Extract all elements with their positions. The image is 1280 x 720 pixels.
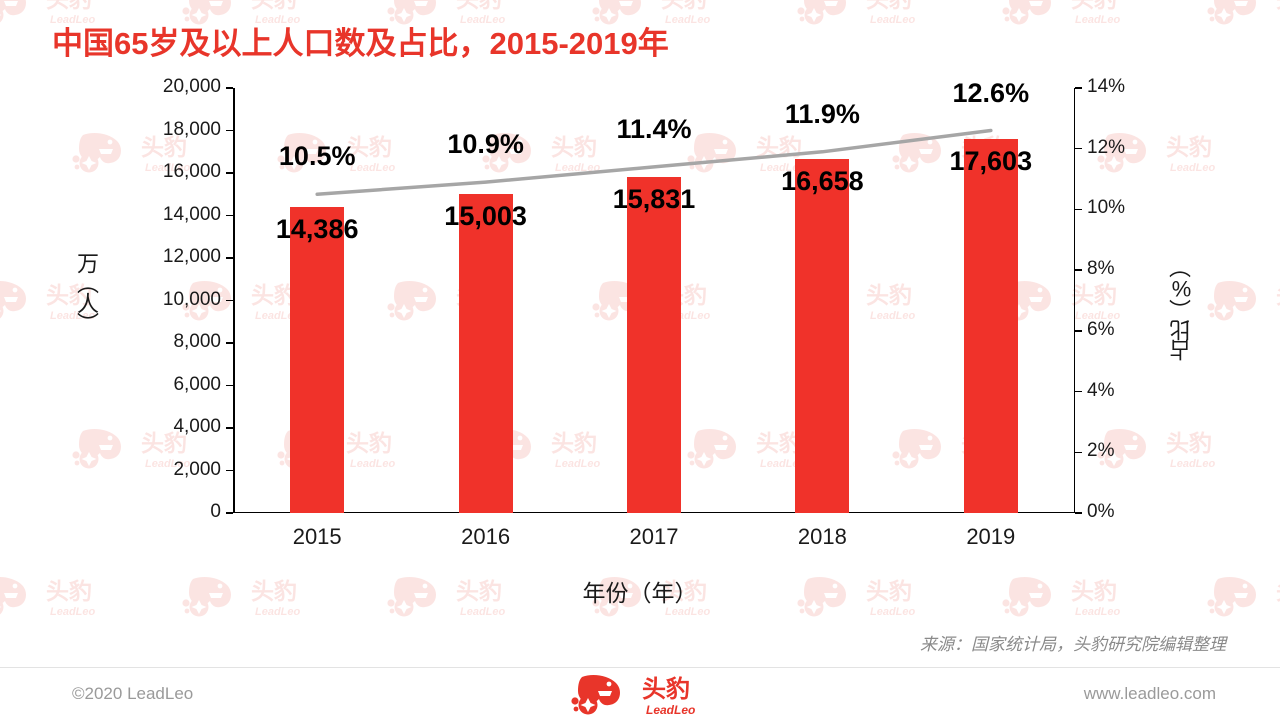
svg-text:头豹: 头豹 <box>1071 282 1117 308</box>
page-footer: ©2020 LeadLeo 头豹 LeadLeo www.leadleo.com <box>0 667 1280 720</box>
logo-cn-text: 头豹 <box>642 675 690 703</box>
y-axis-left-tick <box>226 214 233 217</box>
y-axis-left-tick <box>226 342 233 344</box>
svg-text:头豹: 头豹 <box>661 0 707 12</box>
x-axis-tick-label-2018: 2018 <box>797 524 847 549</box>
chart-title: 中国65岁及以上人口数及占比，2015-2019年 <box>52 26 669 61</box>
y-axis-right-tick <box>1075 330 1082 332</box>
y-axis-right-line <box>1073 88 1075 513</box>
svg-text:头豹: 头豹 <box>866 0 912 12</box>
y-axis-right-tick <box>1075 390 1082 393</box>
plot-area <box>226 87 1082 514</box>
svg-text:头豹: 头豹 <box>1071 0 1117 12</box>
svg-text:头豹: 头豹 <box>1276 0 1280 12</box>
bar-2019[interactable] <box>963 138 1018 513</box>
x-axis-tick-label-2019: 2019 <box>966 524 1016 549</box>
y-axis-left-tick <box>226 87 233 89</box>
y-axis-right-tick <box>1075 208 1082 211</box>
svg-text:LeadLeo: LeadLeo <box>665 14 711 26</box>
bar-value-label-2016: 15,003 <box>444 201 527 232</box>
bar-2017[interactable] <box>627 176 681 513</box>
y-axis-left-tick <box>226 129 233 132</box>
pct-label-2019: 12.6% <box>952 77 1030 108</box>
y-axis-left-tick-label: 10,000 <box>162 288 221 310</box>
y-axis-left-tick <box>226 427 233 429</box>
y-axis-left-line <box>233 88 235 513</box>
y-axis-right-tick <box>1075 451 1082 454</box>
y-axis-left-tick <box>226 469 233 472</box>
y-axis-left-tick-label: 20,000 <box>162 76 221 97</box>
source-note: 来源：国家统计局，头豹研究院编辑整理 <box>920 635 1226 654</box>
y-axis-left-tick-label: 4,000 <box>173 416 221 437</box>
y-axis-right-tick <box>1075 269 1082 271</box>
y-axis-right-tick-label: 14% <box>1087 76 1126 97</box>
x-axis-tick-label-2015: 2015 <box>292 524 342 549</box>
bar-value-label-2019: 17,603 <box>949 145 1033 176</box>
watermark-logo: 头豹 LeadLeo <box>790 0 940 34</box>
y-axis-right-tick-label: 0% <box>1087 501 1115 522</box>
watermark-logo: 头豹 LeadLeo <box>1200 276 1280 330</box>
y-axis-left-tick <box>226 172 233 174</box>
y-axis-left-tick-label: 6,000 <box>173 373 221 395</box>
y-axis-left-tick <box>226 512 233 514</box>
svg-text:头豹: 头豹 <box>1276 282 1280 308</box>
svg-text:LeadLeo: LeadLeo <box>1075 14 1121 26</box>
svg-text:头豹: 头豹 <box>46 0 92 12</box>
x-axis-tick-label-2017: 2017 <box>629 524 679 549</box>
watermark-logo: 头豹 LeadLeo <box>995 0 1145 34</box>
y-axis-right-tick <box>1075 147 1082 150</box>
y-axis-left-tick <box>226 257 233 259</box>
bar-value-label-2015: 14,386 <box>275 214 359 245</box>
y-axis-right-tick-label: 10% <box>1087 197 1126 219</box>
y-axis-right-tick-label: 4% <box>1087 379 1115 401</box>
watermark-logo: 头豹 LeadLeo <box>0 128 10 182</box>
y-axis-right-tick-label: 12% <box>1087 136 1126 158</box>
svg-text:头豹: 头豹 <box>251 0 297 12</box>
y-axis-right-tick <box>1075 512 1082 514</box>
y-axis-left-tick-label: 12,000 <box>162 246 221 267</box>
svg-text:头豹: 头豹 <box>456 0 502 12</box>
y-axis-right-tick-label: 8% <box>1087 258 1115 280</box>
bar-2018[interactable] <box>795 159 850 513</box>
x-axis-title: 年份（年） <box>582 580 698 606</box>
svg-text:LeadLeo: LeadLeo <box>870 14 916 26</box>
watermark-logo: 头豹 LeadLeo <box>1200 0 1280 34</box>
x-axis-tick-label-2016: 2016 <box>461 524 511 549</box>
y-axis-left-tick-label: 2,000 <box>173 458 221 480</box>
svg-text:LeadLeo: LeadLeo <box>1170 162 1216 174</box>
y-axis-left-tick-label: 8,000 <box>173 331 221 352</box>
y-axis-left-tick <box>226 299 233 302</box>
logo-en-text: LeadLeo <box>646 703 695 717</box>
y-axis-left-tick <box>226 384 233 387</box>
y-axis-left-tick-label: 16,000 <box>162 161 221 182</box>
y-axis-left-title: 万（人） <box>74 252 99 332</box>
footer-copyright: ©2020 LeadLeo <box>72 684 194 703</box>
y-axis-right-tick-label: 2% <box>1087 440 1115 462</box>
y-axis-right-tick <box>1075 87 1082 89</box>
y-axis-right-tick-label: 6% <box>1087 318 1115 340</box>
leadleo-logo: 头豹 LeadLeo <box>562 671 718 719</box>
bar-2016[interactable] <box>458 194 513 513</box>
y-axis-left-tick-label: 18,000 <box>162 118 221 140</box>
bar-2015[interactable] <box>290 207 345 513</box>
watermark-logo: 头豹 LeadLeo <box>0 424 10 478</box>
y-axis-left-tick-label: 14,000 <box>162 203 221 225</box>
y-axis-left-tick-label: 0 <box>210 501 221 522</box>
footer-url: www.leadleo.com <box>1083 684 1216 703</box>
pct-label-2018: 11.9% <box>784 98 860 129</box>
